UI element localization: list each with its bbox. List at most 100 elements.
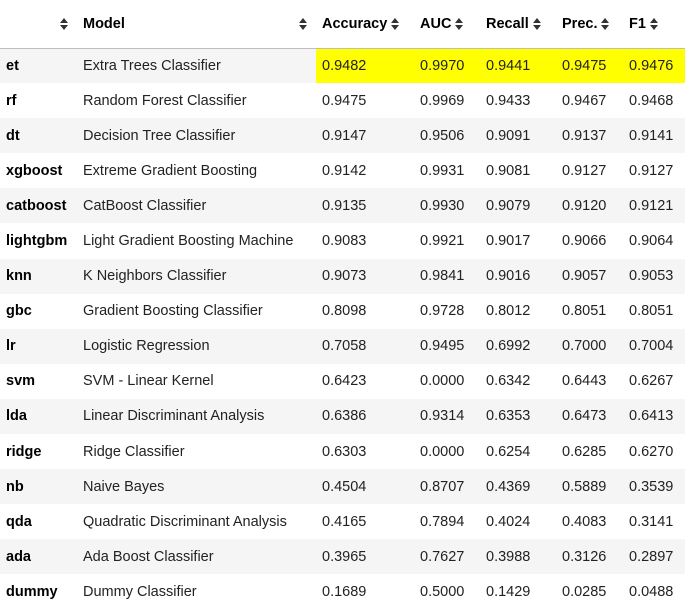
- recall-cell: 0.9079: [486, 197, 531, 214]
- row-id: lr: [6, 338, 16, 355]
- auc-cell: 0.9728: [420, 303, 465, 320]
- prec-column-header[interactable]: Prec.: [556, 0, 623, 49]
- recall-header-label: Recall: [486, 15, 529, 32]
- auc-cell: 0.9314: [420, 408, 465, 425]
- f1-cell: 0.0488: [629, 583, 674, 600]
- index-column-header[interactable]: [0, 0, 77, 49]
- row-id: rf: [6, 92, 17, 109]
- row-id: nb: [6, 478, 24, 495]
- f1-cell: 0.9141: [629, 127, 674, 144]
- model-column-header[interactable]: Model: [77, 0, 316, 49]
- accuracy-cell-best: 0.9482: [316, 48, 414, 84]
- f1-header-label: F1: [629, 15, 646, 32]
- table-row: svm SVM - Linear Kernel 0.6423 0.0000 0.…: [0, 363, 685, 399]
- f1-cell: 0.9121: [629, 197, 674, 214]
- f1-cell: 0.7004: [629, 338, 674, 355]
- auc-cell: 0.9931: [420, 162, 465, 179]
- recall-cell: 0.4369: [486, 478, 531, 495]
- auc-cell: 0.0000: [420, 443, 465, 460]
- accuracy-cell: 0.9083: [322, 233, 367, 250]
- auc-cell: 0.9969: [420, 92, 465, 109]
- f1-cell-best: 0.9476: [623, 48, 685, 84]
- f1-column-header[interactable]: F1: [623, 0, 685, 49]
- recall-cell: 0.6353: [486, 408, 531, 425]
- prec-cell: 0.9120: [562, 197, 607, 214]
- model-name-cell: Extreme Gradient Boosting: [83, 162, 258, 179]
- prec-cell: 0.5889: [562, 478, 607, 495]
- row-id: lightgbm: [6, 233, 68, 250]
- recall-cell: 0.4024: [486, 513, 531, 530]
- recall-cell: 0.6992: [486, 338, 531, 355]
- recall-cell: 0.9081: [486, 162, 531, 179]
- accuracy-cell: 0.6423: [322, 373, 367, 390]
- f1-cell: 0.6270: [629, 443, 674, 460]
- model-name-cell: Quadratic Discriminant Analysis: [83, 513, 287, 530]
- auc-cell: 0.9841: [420, 268, 465, 285]
- auc-cell: 0.5000: [420, 583, 465, 600]
- auc-cell: 0.9921: [420, 233, 465, 250]
- f1-cell: 0.3539: [629, 478, 674, 495]
- row-id: qda: [6, 513, 32, 530]
- table-row: rf Random Forest Classifier 0.9475 0.996…: [0, 83, 685, 119]
- recall-cell: 0.9016: [486, 268, 531, 285]
- sort-icon[interactable]: [649, 17, 659, 30]
- auc-cell-best: 0.9970: [414, 48, 480, 84]
- model-name-cell: Ada Boost Classifier: [83, 548, 214, 565]
- accuracy-cell: 0.4504: [322, 478, 367, 495]
- sort-icon[interactable]: [60, 17, 69, 30]
- table-row: xgboost Extreme Gradient Boosting 0.9142…: [0, 153, 685, 189]
- prec-cell: 0.7000: [562, 338, 607, 355]
- f1-cell: 0.9468: [629, 92, 674, 109]
- prec-cell: 0.9127: [562, 162, 607, 179]
- f1-cell: 0.9064: [629, 233, 674, 250]
- f1-cell: 0.6413: [629, 408, 674, 425]
- model-name-cell: Light Gradient Boosting Machine: [83, 233, 294, 250]
- row-id: gbc: [6, 303, 32, 320]
- accuracy-cell: 0.6386: [322, 408, 367, 425]
- prec-cell: 0.6473: [562, 408, 607, 425]
- model-name-cell: Ridge Classifier: [83, 443, 185, 460]
- table-row: nb Naive Bayes 0.4504 0.8707 0.4369 0.58…: [0, 469, 685, 505]
- recall-cell-best: 0.9441: [480, 48, 556, 84]
- auc-cell: 0.8707: [420, 478, 465, 495]
- accuracy-cell: 0.9073: [322, 268, 367, 285]
- recall-cell: 0.9091: [486, 127, 531, 144]
- accuracy-header-label: Accuracy: [322, 15, 388, 32]
- prec-cell: 0.9467: [562, 92, 607, 109]
- auc-column-header[interactable]: AUC: [414, 0, 480, 49]
- sort-icon[interactable]: [299, 17, 308, 30]
- auc-cell: 0.7894: [420, 513, 465, 530]
- auc-cell: 0.9506: [420, 127, 465, 144]
- accuracy-cell: 0.7058: [322, 338, 367, 355]
- sort-icon[interactable]: [601, 17, 610, 30]
- accuracy-cell: 0.6303: [322, 443, 367, 460]
- accuracy-column-header[interactable]: Accuracy: [316, 0, 414, 49]
- sort-icon[interactable]: [391, 17, 400, 30]
- prec-cell: 0.9057: [562, 268, 607, 285]
- model-name-cell: Gradient Boosting Classifier: [83, 303, 263, 320]
- model-name-cell: CatBoost Classifier: [83, 197, 207, 214]
- row-id: xgboost: [6, 162, 63, 179]
- model-name-cell: Logistic Regression: [83, 338, 210, 355]
- accuracy-cell: 0.9147: [322, 127, 367, 144]
- row-id: knn: [6, 268, 32, 285]
- accuracy-cell: 0.9142: [322, 162, 367, 179]
- recall-cell: 0.6342: [486, 373, 531, 390]
- row-id: svm: [6, 373, 36, 390]
- prec-cell: 0.4083: [562, 513, 607, 530]
- model-name-cell: Random Forest Classifier: [83, 92, 247, 109]
- table-row: knn K Neighbors Classifier 0.9073 0.9841…: [0, 258, 685, 294]
- prec-cell: 0.6285: [562, 443, 607, 460]
- sort-icon[interactable]: [532, 17, 542, 30]
- table-row: ridge Ridge Classifier 0.6303 0.0000 0.6…: [0, 434, 685, 470]
- recall-column-header[interactable]: Recall: [480, 0, 556, 49]
- table-row: gbc Gradient Boosting Classifier 0.8098 …: [0, 293, 685, 329]
- prec-cell: 0.9137: [562, 127, 607, 144]
- sort-icon[interactable]: [455, 17, 464, 30]
- model-name-cell: Naive Bayes: [83, 478, 165, 495]
- table-row: dummy Dummy Classifier 0.1689 0.5000 0.1…: [0, 574, 685, 610]
- model-name-cell: K Neighbors Classifier: [83, 268, 227, 285]
- f1-cell: 0.8051: [629, 303, 674, 320]
- row-id: dt: [6, 127, 20, 144]
